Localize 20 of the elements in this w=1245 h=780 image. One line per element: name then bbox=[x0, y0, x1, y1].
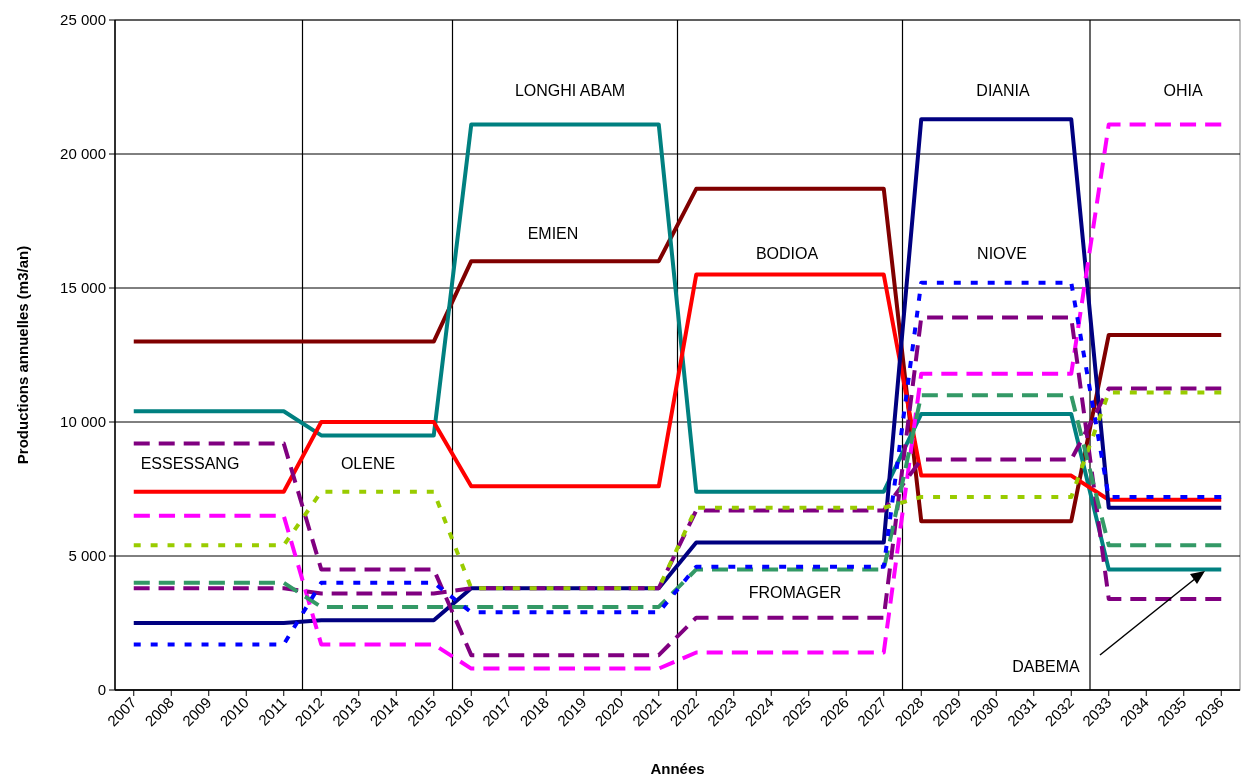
y-tick-label: 25 000 bbox=[60, 11, 106, 29]
y-tick-label: 20 000 bbox=[60, 145, 106, 163]
annotation: DABEMA bbox=[1012, 657, 1081, 675]
annotation: EMIEN bbox=[527, 224, 579, 242]
y-tick-label: 0 bbox=[97, 681, 106, 699]
annotation: BODIOA bbox=[755, 244, 819, 262]
y-tick-label: 15 000 bbox=[60, 279, 106, 297]
y-tick-label: 10 000 bbox=[60, 413, 106, 431]
y-tick-label: 5 000 bbox=[68, 547, 106, 565]
annotation: NIOVE bbox=[977, 244, 1027, 262]
line-series bbox=[131, 186, 1224, 524]
annotation: DIANIA bbox=[976, 81, 1030, 99]
annotation: FROMAGER bbox=[748, 583, 842, 601]
annotation: LONGHI ABAM bbox=[514, 81, 626, 99]
line-series bbox=[131, 272, 1224, 502]
y-axis-title: Productions annuelles (m3/an) bbox=[14, 245, 31, 465]
annotation: OLENE bbox=[340, 454, 396, 472]
annotation: ESSESSANG bbox=[140, 454, 240, 472]
annotation: OHIA bbox=[1163, 81, 1203, 99]
x-axis-title: Années bbox=[650, 760, 705, 777]
